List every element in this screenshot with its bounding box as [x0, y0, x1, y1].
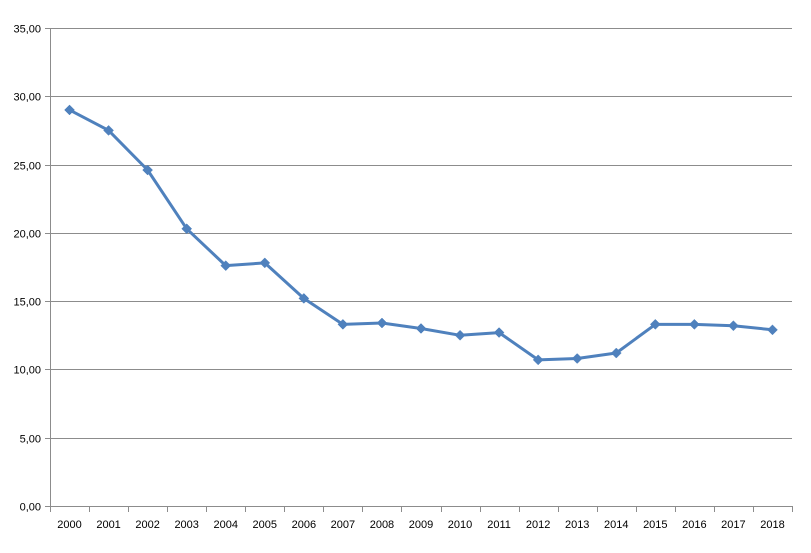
- data-point: [454, 329, 466, 341]
- x-tick-label: 2016: [682, 519, 706, 531]
- y-tick-label: 15,00: [13, 297, 41, 309]
- y-tick-label: 0,00: [20, 502, 41, 514]
- series-line-0: [68, 108, 774, 362]
- data-point: [103, 125, 114, 136]
- x-tick-label: 2001: [96, 519, 120, 531]
- x-tick-label: 2006: [292, 519, 316, 531]
- data-point: [298, 293, 310, 304]
- y-tick-label: 10,00: [13, 365, 41, 377]
- x-tick-label: 2011: [487, 519, 511, 531]
- data-point: [728, 320, 739, 332]
- y-tick-label: 20,00: [13, 229, 41, 241]
- data-point: [181, 223, 193, 235]
- y-tick-label: 25,00: [13, 161, 41, 173]
- data-point: [415, 323, 427, 334]
- x-tick-label: 2004: [213, 519, 237, 531]
- x-tick-label: 2012: [526, 519, 550, 531]
- x-tick-label: 2008: [370, 519, 394, 531]
- y-tick-labels: 0,00 5,00 10,00 15,00 20,00 25,00 30,00 35,00: [13, 24, 41, 514]
- series-line: [68, 108, 774, 362]
- x-tick-label: 2009: [409, 519, 433, 531]
- y-tick-label: 35,00: [13, 24, 41, 36]
- data-point: [610, 347, 622, 359]
- x-tick-label: 2010: [448, 519, 472, 531]
- x-tick-label: 2013: [565, 519, 589, 531]
- data-point: [493, 327, 505, 338]
- x-tick-label: 2017: [721, 519, 745, 531]
- axes: [45, 28, 793, 512]
- data-point: [571, 353, 583, 364]
- gridlines: [50, 28, 792, 439]
- x-tick-label: 2000: [57, 519, 81, 531]
- x-tick-label: 2018: [760, 519, 784, 531]
- data-point: [142, 164, 153, 176]
- x-tick-label: 2003: [174, 519, 198, 531]
- data-point: [337, 319, 349, 330]
- x-tick-label: 2002: [135, 519, 159, 531]
- data-point: [532, 354, 544, 366]
- x-tick-labels: 2000 2001 2002 2003 2004 2005 2006 2007 2008 2009…: [57, 519, 784, 531]
- x-tick-label: 2007: [331, 519, 355, 531]
- x-tick-label: 2014: [604, 519, 628, 531]
- x-tick-label: 2015: [643, 519, 667, 531]
- data-point: [767, 324, 778, 336]
- y-tick-label: 5,00: [20, 434, 41, 446]
- data-point: [64, 104, 75, 116]
- data-point: [376, 317, 388, 329]
- y-tick-label: 30,00: [13, 92, 41, 104]
- data-point: [649, 319, 661, 330]
- data-markers: [64, 104, 778, 366]
- data-point: [259, 257, 271, 269]
- data-point: [220, 260, 232, 271]
- x-tick-label: 2005: [253, 519, 277, 531]
- data-point: [689, 319, 700, 330]
